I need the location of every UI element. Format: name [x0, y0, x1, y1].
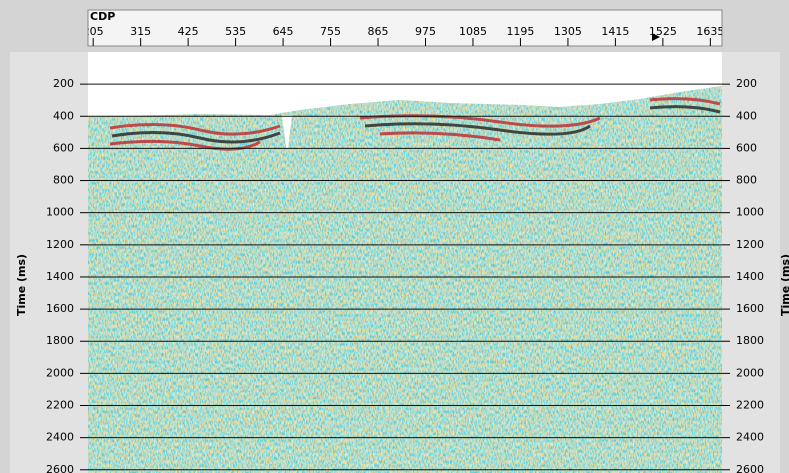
y-tick-label-right: 1000: [736, 206, 764, 219]
y-axis-label: Time (ms): [15, 254, 28, 316]
y-tick-label-right: 400: [736, 109, 757, 122]
x-tick-label: 755: [320, 25, 341, 38]
y-tick-label: 2200: [46, 399, 74, 412]
x-tick-label: 425: [178, 25, 199, 38]
x-tick-label: 315: [130, 25, 151, 38]
x-tick-label: 535: [225, 25, 246, 38]
y-tick-label: 1600: [46, 302, 74, 315]
x-tick-label: 645: [273, 25, 294, 38]
top-ruler: [87, 9, 723, 47]
y-tick-label-right: 1400: [736, 270, 764, 283]
y-tick-label-right: 2600: [736, 463, 764, 473]
y-tick-label-right: 2400: [736, 431, 764, 444]
y-tick-label: 600: [53, 141, 74, 154]
y-tick-label: 1200: [46, 238, 74, 251]
y-tick-label-right: 200: [736, 77, 757, 90]
y-tick-label: 800: [53, 174, 74, 187]
y-tick-label-right: 1800: [736, 334, 764, 347]
y-tick-label: 200: [53, 77, 74, 90]
y-tick-label-right: 1600: [736, 302, 764, 315]
y-tick-label: 1800: [46, 334, 74, 347]
x-tick-label: 1415: [601, 25, 629, 38]
x-tick-label: 1635: [696, 25, 724, 38]
cursor-marker: [652, 33, 660, 41]
x-tick-label: 1305: [554, 25, 582, 38]
x-axis-label: CDP: [90, 10, 115, 23]
mute-wedge: [282, 115, 292, 148]
y-tick-label: 1400: [46, 270, 74, 283]
y-tick-label-right: 800: [736, 174, 757, 187]
seismic-image: [88, 86, 722, 473]
y-tick-label-right: 1200: [736, 238, 764, 251]
y-axis-label-right: Time (ms): [779, 254, 789, 316]
x-tick-label: 865: [368, 25, 389, 38]
y-tick-label: 2000: [46, 366, 74, 379]
x-tick-label: 205: [83, 25, 104, 38]
x-tick-label: 1195: [506, 25, 534, 38]
x-tick-label: 975: [415, 25, 436, 38]
y-tick-label: 2600: [46, 463, 74, 473]
x-tick-label: 1525: [649, 25, 677, 38]
y-tick-label-right: 600: [736, 141, 757, 154]
y-tick-label: 1000: [46, 206, 74, 219]
y-tick-label: 400: [53, 109, 74, 122]
x-tick-label: 1085: [459, 25, 487, 38]
y-tick-label-right: 2000: [736, 366, 764, 379]
y-tick-label-right: 2200: [736, 399, 764, 412]
y-tick-label: 2400: [46, 431, 74, 444]
